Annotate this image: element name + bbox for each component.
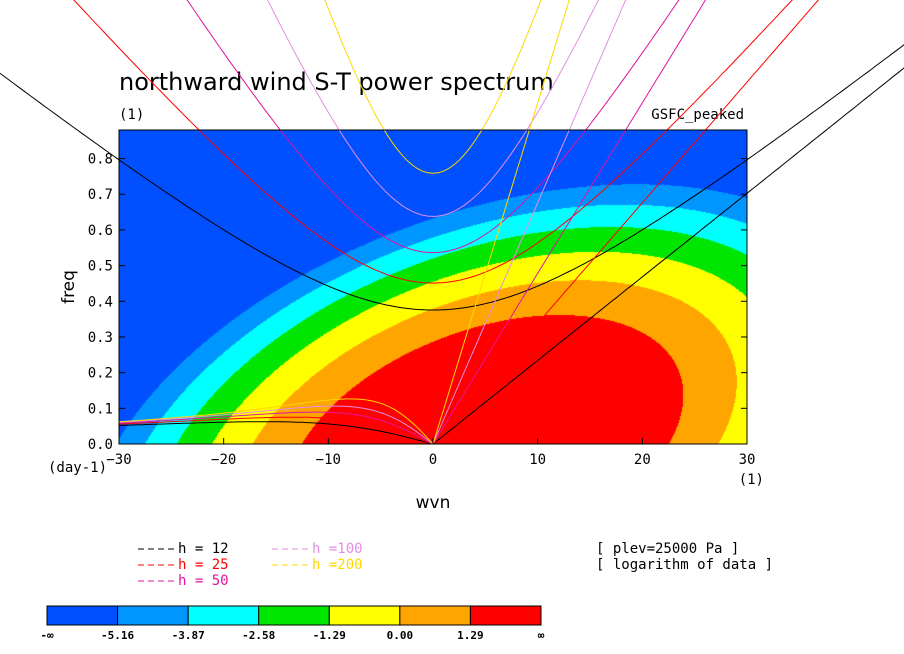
curve-ig-h12 <box>0 44 904 311</box>
y-unit-label: (day-1) <box>48 460 107 476</box>
subtitle-left: (1) <box>119 107 144 123</box>
annotation-log: [ logarithm of data ] <box>596 557 773 573</box>
legend-label: h =100 <box>312 541 363 557</box>
chart-title: northward wind S-T power spectrum <box>119 68 554 96</box>
dispersion-curves <box>119 398 434 444</box>
legend-label: h = 25 <box>178 557 229 573</box>
heatmap-field <box>119 130 747 444</box>
x-unit-label: (1) <box>739 472 764 488</box>
y-axis: 0.0 0.1 0.2 0.3 0.4 0.5 0.6 0.7 0.8 <box>88 152 747 453</box>
curve-kelvin-h100 <box>432 0 627 445</box>
y-tick-label: 0.3 <box>88 330 113 346</box>
colorbar-label: -∞ <box>40 629 54 642</box>
y-tick-label: 0.8 <box>88 152 113 168</box>
colorbar-label: -2.58 <box>242 629 275 642</box>
colorbar-swatch <box>328 605 401 626</box>
x-axis-label: wvn <box>416 493 451 513</box>
curve-ig-h50 <box>186 0 680 254</box>
x-tick-label: −10 <box>316 452 341 468</box>
dispersion-curves-outside <box>0 0 904 445</box>
y-tick-label: 0.0 <box>88 437 113 453</box>
x-tick-label: 10 <box>529 452 546 468</box>
x-tick-label: 0 <box>429 452 437 468</box>
legend-label: h =200 <box>312 557 363 573</box>
y-tick-label: 0.7 <box>88 187 113 203</box>
colorbar-swatch <box>258 605 330 626</box>
x-axis: −30 −20 −10 0 10 20 30 <box>106 438 755 468</box>
colorbar-label: 1.29 <box>457 629 484 642</box>
curve-kelvin-h50 <box>432 0 707 445</box>
curve-rossby-h12 <box>119 421 434 444</box>
colorbar-label: ∞ <box>538 629 545 642</box>
x-tick-label: 20 <box>634 452 651 468</box>
y-axis-label: freq <box>59 270 79 304</box>
legend-label: h = 50 <box>178 573 229 589</box>
colorbar-swatch <box>117 605 189 626</box>
x-tick-label: 30 <box>739 452 756 468</box>
y-tick-label: 0.6 <box>88 223 113 239</box>
colorbar-label: -3.87 <box>172 629 205 642</box>
colorbar-label: -1.29 <box>313 629 346 642</box>
curve-ig-h100 <box>267 0 599 217</box>
x-tick-label: −30 <box>106 452 131 468</box>
colorbar-swatch <box>469 605 542 626</box>
plot-area <box>0 0 904 445</box>
curve-kelvin-h200 <box>432 0 570 445</box>
curve-ig-h200 <box>324 0 542 174</box>
legend-label: h = 12 <box>178 541 229 557</box>
y-tick-label: 0.1 <box>88 401 113 417</box>
curve-ig-h25 <box>73 0 793 284</box>
colorbar-swatch <box>46 605 119 626</box>
curve-rossby-h200 <box>119 398 434 444</box>
curve-rossby-h100 <box>119 405 434 444</box>
curve-rossby-h25 <box>119 416 434 444</box>
y-tick-label: 0.4 <box>88 294 113 310</box>
colorbar-label: 0.00 <box>387 629 414 642</box>
colorbar-label: -5.16 <box>101 629 134 642</box>
colorbar-swatch <box>187 605 260 626</box>
curve-kelvin-h25 <box>432 0 819 445</box>
y-tick-label: 0.5 <box>88 259 113 275</box>
colorbar: -∞ -5.16 -3.87 -2.58 -1.29 0.00 1.29 ∞ <box>40 605 545 642</box>
x-tick-label: −20 <box>211 452 236 468</box>
curve-rossby-h50 <box>119 411 434 444</box>
annotation-plev: [ plev=25000 Pa ] <box>596 541 739 557</box>
colorbar-swatch <box>399 605 471 626</box>
subtitle-right: GSFC_peaked <box>651 107 744 123</box>
y-tick-label: 0.2 <box>88 366 113 382</box>
